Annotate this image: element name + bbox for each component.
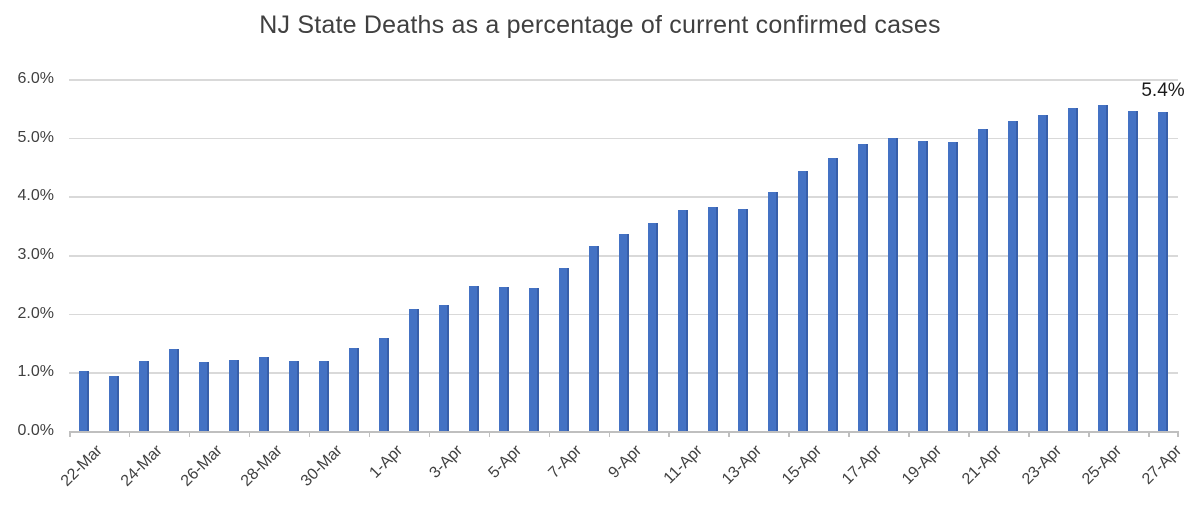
bar-22-Apr — [1008, 121, 1019, 431]
x-axis-label: 24-Mar — [118, 442, 166, 490]
bar-4-Apr — [468, 286, 479, 431]
x-axis-label: 9-Apr — [605, 442, 646, 482]
x-axis-tick — [308, 431, 311, 437]
x-axis-label: 19-Apr — [899, 442, 946, 488]
bar-13-Apr — [738, 208, 749, 431]
x-axis-label: 13-Apr — [719, 442, 766, 488]
bar-23-Mar — [108, 376, 119, 431]
x-axis-label: 15-Apr — [779, 442, 826, 488]
last-bar-data-label: 5.4% — [1141, 80, 1185, 101]
x-axis-tick — [1177, 431, 1179, 437]
x-axis-tick — [788, 431, 790, 437]
x-axis-tick — [368, 431, 371, 437]
bar-24-Mar — [138, 361, 149, 431]
gridline-4.0% — [69, 196, 1178, 198]
x-axis-label: 17-Apr — [839, 442, 886, 488]
x-axis-label: 23-Apr — [1019, 442, 1066, 488]
x-axis-label: 30-Mar — [297, 442, 346, 490]
x-axis-tick — [908, 431, 910, 437]
x-axis-label: 7-Apr — [545, 442, 586, 482]
bar-25-Mar — [168, 349, 179, 431]
x-axis-tick — [1028, 431, 1030, 437]
x-axis-tick — [188, 431, 191, 437]
x-axis-tick — [1088, 431, 1090, 437]
x-axis-tick — [69, 431, 71, 437]
chart-title: NJ State Deaths as a percentage of curre… — [259, 11, 941, 39]
bar-30-Mar — [318, 361, 329, 431]
x-axis-tick — [668, 431, 670, 437]
bar-25-Apr — [1098, 104, 1109, 431]
x-axis-tick — [428, 431, 431, 437]
x-axis-label: 1-Apr — [366, 442, 406, 482]
bar-24-Apr — [1068, 107, 1079, 431]
bar-1-Apr — [378, 337, 389, 431]
bar-8-Apr — [588, 245, 599, 431]
bar-11-Apr — [678, 210, 689, 431]
bar-21-Apr — [978, 128, 989, 431]
x-axis-tick — [728, 431, 730, 437]
bar-28-Mar — [258, 357, 269, 431]
x-axis-label: 22-Mar — [58, 442, 107, 490]
bar-14-Apr — [768, 191, 779, 431]
bar-7-Apr — [558, 268, 569, 431]
x-axis-tick — [548, 431, 551, 437]
x-axis-tick — [248, 431, 251, 437]
x-axis-label: 5-Apr — [485, 442, 526, 482]
bar-27-Apr — [1158, 111, 1168, 431]
y-axis-label: 0.0% — [17, 422, 54, 439]
bar-26-Apr — [1128, 111, 1139, 431]
y-axis-label: 1.0% — [17, 363, 54, 381]
bar-17-Apr — [858, 144, 869, 431]
x-axis-label: 28-Mar — [237, 442, 286, 490]
bar-15-Apr — [798, 170, 809, 431]
y-axis-label: 5.0% — [17, 128, 54, 146]
x-axis-label: 21-Apr — [959, 442, 1006, 488]
bar-26-Mar — [198, 362, 209, 431]
x-axis-tick — [968, 431, 970, 437]
bar-31-Mar — [348, 347, 359, 431]
bar-27-Mar — [228, 360, 239, 431]
bar-18-Apr — [888, 137, 899, 431]
bar-3-Apr — [438, 304, 449, 431]
bar-12-Apr — [708, 207, 719, 431]
gridline-6.0% — [69, 79, 1178, 81]
bar-9-Apr — [618, 233, 629, 431]
x-axis-label: 11-Apr — [660, 442, 706, 488]
y-axis-label: 6.0% — [17, 70, 54, 87]
y-axis-label: 4.0% — [17, 187, 54, 205]
bar-22-Mar — [78, 370, 89, 431]
y-axis-label: 2.0% — [17, 304, 54, 322]
x-axis-label: 27-Apr — [1139, 442, 1186, 488]
bar-2-Apr — [408, 308, 419, 431]
x-axis-line — [69, 431, 1178, 433]
x-axis-tick — [128, 431, 131, 437]
x-axis-tick — [488, 431, 491, 437]
bar-19-Apr — [918, 141, 929, 431]
bar-5-Apr — [498, 287, 509, 431]
y-axis-label: 3.0% — [17, 246, 54, 263]
x-axis-label: 26-Mar — [178, 442, 226, 490]
bar-10-Apr — [648, 222, 659, 431]
x-axis-tick — [1148, 431, 1150, 437]
bar-16-Apr — [828, 157, 839, 431]
bar-20-Apr — [948, 141, 959, 431]
x-axis-label: 25-Apr — [1079, 442, 1126, 488]
x-axis-tick — [848, 431, 850, 437]
x-axis-tick — [608, 431, 610, 437]
bar-29-Mar — [288, 361, 299, 431]
x-axis-label: 3-Apr — [426, 442, 466, 482]
gridline-5.0% — [69, 137, 1178, 140]
bar-23-Apr — [1038, 115, 1049, 431]
bar-6-Apr — [528, 288, 539, 431]
